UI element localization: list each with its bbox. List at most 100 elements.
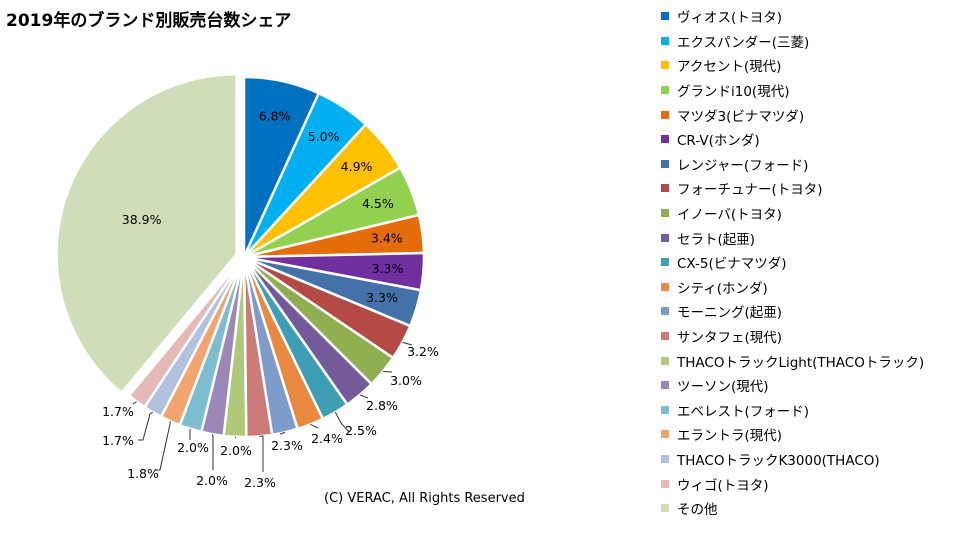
legend-swatch (661, 479, 669, 488)
legend-item: その他 (661, 496, 924, 521)
pie-slice (55, 73, 238, 395)
legend-swatch (661, 184, 669, 193)
leader-line (132, 401, 137, 405)
leader-line (259, 435, 264, 472)
data-label: 38.9% (122, 212, 162, 227)
data-label: 2.0% (177, 440, 209, 455)
legend-label: アクセント(現代) (677, 59, 782, 76)
legend-item: ヴィオス(トヨタ) (661, 4, 924, 29)
legend-label: イノーバ(トヨタ) (677, 207, 782, 224)
leader-line (382, 370, 393, 373)
legend-item: ウィゴ(トヨタ) (661, 471, 924, 496)
data-label: 1.7% (102, 404, 134, 419)
legend-swatch (661, 381, 669, 390)
leader-line (402, 341, 413, 346)
legend-label: グランドi10(現代) (677, 84, 790, 101)
legend-label: CX-5(ビナマツダ) (677, 256, 787, 273)
legend-label: サンタフェ(現代) (677, 330, 783, 347)
legend-swatch (661, 159, 669, 168)
legend-label: レンジャー(フォード) (677, 157, 809, 174)
leader-line (138, 411, 153, 441)
legend-item: アクセント(現代) (661, 53, 924, 78)
data-label: 3.3% (366, 290, 398, 305)
data-label: 2.8% (366, 398, 398, 413)
legend-label: フォーチュナー(トヨタ) (677, 182, 823, 199)
legend-label: エラントラ(現代) (677, 428, 783, 445)
leader-line (279, 431, 286, 435)
legend-item: エベレスト(フォード) (661, 398, 924, 423)
leader-line (359, 394, 369, 399)
legend-swatch (661, 430, 669, 439)
legend-label: ツーソン(現代) (677, 379, 769, 396)
legend-item: THACOトラックLight(THACOトラック) (661, 348, 924, 373)
data-label: 1.8% (127, 466, 159, 481)
legend-label: その他 (677, 502, 718, 519)
legend-swatch (661, 86, 669, 95)
legend-swatch (661, 12, 669, 21)
legend-item: モーニング(起亜) (661, 299, 924, 324)
legend-label: マツダ3(ビナマツダ) (677, 108, 805, 125)
legend-swatch (661, 258, 669, 267)
legend-label: ヴィオス(トヨタ) (677, 10, 783, 27)
legend-item: CX-5(ビナマツダ) (661, 250, 924, 275)
data-label: 3.4% (371, 230, 403, 245)
pie-chart: 6.8% 5.0%4.9% 4.5% 3.4% 3.3% 3.3% 3.2% 3.0% 2.8%… (55, 73, 439, 490)
legend-label: エベレスト(フォード) (677, 403, 810, 420)
legend-item: CR-V(ホンダ) (661, 127, 924, 152)
legend-swatch (661, 282, 669, 291)
copyright-text: (C) VERAC, All Rights Reserved (324, 491, 525, 506)
pie-slice (127, 255, 246, 409)
legend-label: モーニング(起亜) (677, 305, 783, 322)
data-label: 2.0% (196, 473, 228, 488)
legend-item: マツダ3(ビナマツダ) (661, 102, 924, 127)
legend-swatch (661, 307, 669, 316)
legend-swatch (661, 233, 669, 242)
legend-label: エクスパンダー(三菱) (677, 34, 810, 51)
data-label: 2.3% (271, 438, 303, 453)
data-label: 3.3% (372, 261, 404, 276)
legend-item: サンタフェ(現代) (661, 324, 924, 349)
data-label: 2.3% (244, 475, 276, 490)
data-label: 5.0% (308, 129, 340, 144)
leader-line (211, 434, 214, 470)
data-label: 4.5% (362, 196, 394, 211)
leader-line (234, 436, 237, 439)
legend-swatch (661, 36, 669, 45)
legend-label: CR-V(ホンダ) (677, 133, 760, 150)
legend-item: レンジャー(フォード) (661, 152, 924, 177)
legend-swatch (661, 454, 669, 463)
chart-title: 2019年のブランド別販売台数シェア (6, 11, 292, 31)
legend-swatch (661, 209, 669, 218)
legend-item: エクスパンダー(三菱) (661, 29, 924, 54)
data-label: 2.4% (311, 431, 343, 446)
legend-label: THACOトラックK3000(THACO) (677, 452, 880, 469)
legend-label: シティ(ホンダ) (677, 280, 768, 297)
data-label: 6.8% (259, 108, 291, 123)
data-label: 2.5% (345, 423, 377, 438)
legend-item: イノーバ(トヨタ) (661, 201, 924, 226)
legend-label: THACOトラックLight(THACOトラック) (677, 354, 925, 371)
leader-line (155, 421, 171, 471)
legend-swatch (661, 332, 669, 341)
data-label: 2.0% (220, 443, 252, 458)
legend-swatch (661, 110, 669, 119)
legend-label: セラト(起亜) (677, 231, 756, 248)
legend-swatch (661, 135, 669, 144)
legend-item: フォーチュナー(トヨタ) (661, 176, 924, 201)
data-label: 3.2% (407, 344, 439, 359)
legend-item: ツーソン(現代) (661, 373, 924, 398)
legend-swatch (661, 356, 669, 365)
data-label: 3.0% (390, 373, 422, 388)
legend-item: シティ(ホンダ) (661, 275, 924, 300)
legend-label: ウィゴ(トヨタ) (677, 477, 769, 494)
legend: ヴィオス(トヨタ) エクスパンダー(三菱) アクセント(現代) グランドi10(現代)… (661, 4, 924, 520)
legend-swatch (661, 405, 669, 414)
legend-item: セラト(起亜) (661, 225, 924, 250)
legend-item: THACOトラックK3000(THACO) (661, 447, 924, 472)
legend-item: エラントラ(現代) (661, 422, 924, 447)
legend-swatch (661, 504, 669, 513)
legend-swatch (661, 61, 669, 70)
data-label: 1.7% (102, 433, 134, 448)
data-label: 4.9% (341, 159, 373, 174)
leader-line (334, 411, 350, 433)
